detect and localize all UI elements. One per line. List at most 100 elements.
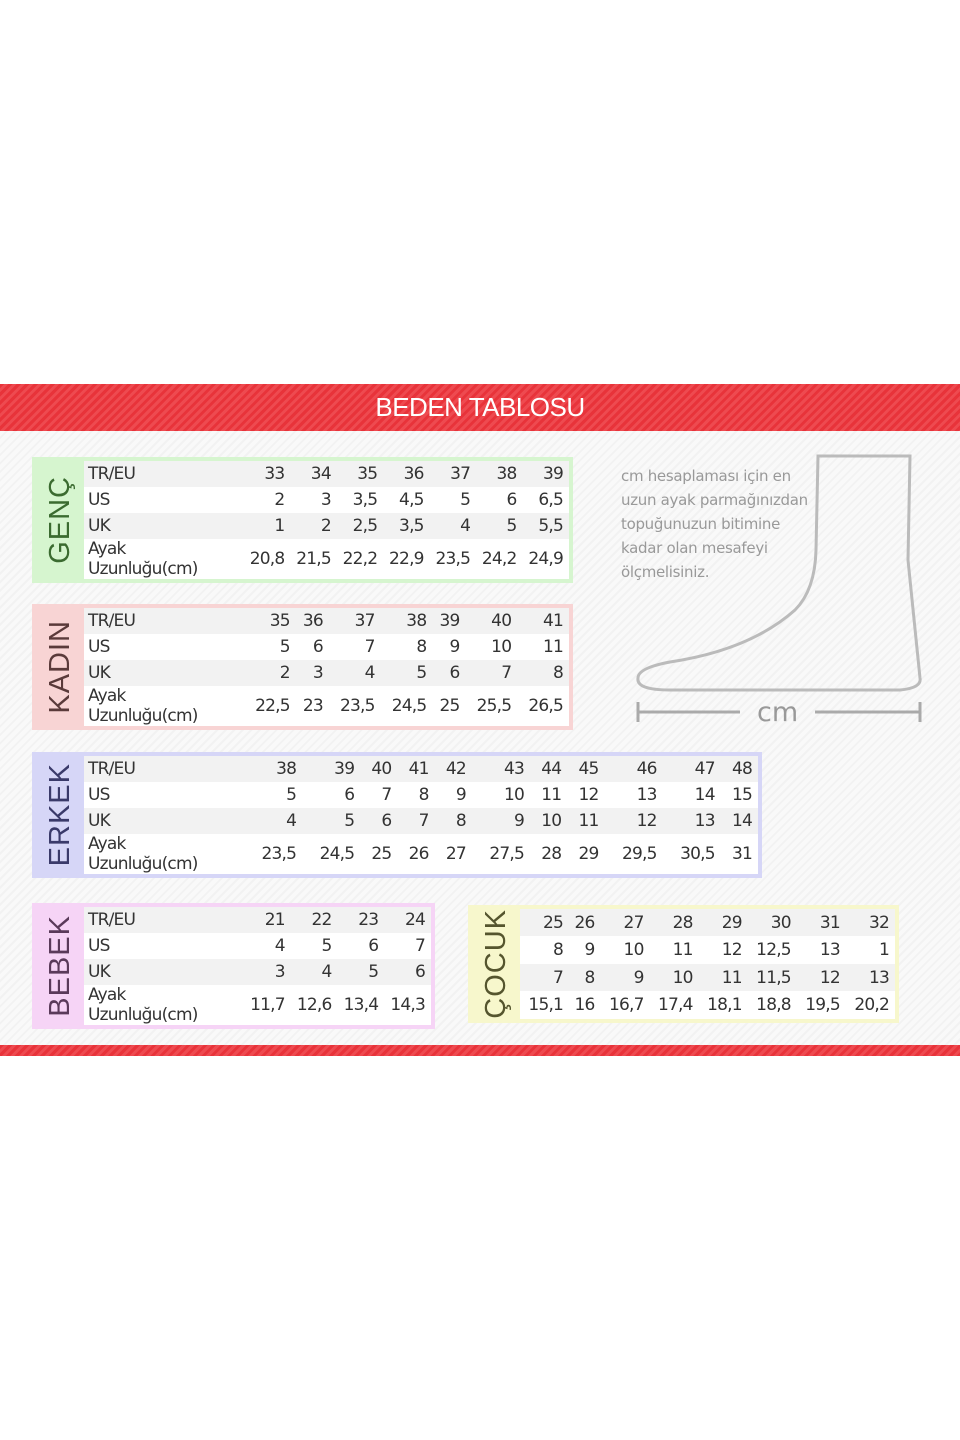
table-cell: 25 bbox=[543, 912, 564, 933]
table-row: Ayak Uzunluğu(cm) 22,5 23 23,5 24,5 25 25,5 26,… bbox=[84, 686, 569, 726]
table-cell: 37 bbox=[354, 611, 376, 631]
table-cell: 5 bbox=[506, 516, 518, 536]
table-row: UK 4 5 6 7 8 9 10 11 12 13 14 bbox=[84, 808, 758, 834]
table-row: UK 3 4 5 6 bbox=[84, 959, 431, 985]
table-row: TR/EU 33 34 35 36 37 38 39 bbox=[84, 461, 569, 487]
measurement-note: cm hesaplaması için en uzun ayak parmağı… bbox=[621, 467, 808, 581]
row-header: TR/EU bbox=[88, 464, 136, 484]
row-header: UK bbox=[88, 663, 111, 683]
table-cell: 42 bbox=[445, 759, 467, 779]
table-cell: 4 bbox=[364, 663, 376, 683]
row-header: US bbox=[88, 936, 110, 956]
table-cell: 15 bbox=[731, 785, 753, 805]
table-cell: 4 bbox=[460, 516, 471, 536]
table-row: US 5 6 7 8 9 10 11 12 13 14 15 bbox=[84, 782, 758, 808]
table-cell: 41 bbox=[542, 611, 564, 631]
table-cell: 8 bbox=[455, 811, 467, 831]
row-header: US bbox=[88, 490, 110, 510]
row-header: Ayak Uzunluğu(cm) bbox=[88, 985, 198, 1025]
table-cell: 26 bbox=[408, 844, 430, 864]
table-cell: 36 bbox=[302, 611, 324, 631]
table-cell: 28 bbox=[672, 912, 694, 933]
table-cell: 2 bbox=[279, 663, 291, 683]
table-cell: 13 bbox=[636, 785, 658, 805]
table-cell: 7 bbox=[414, 936, 426, 956]
table-cell: 35 bbox=[269, 611, 291, 631]
table-cell: 5 bbox=[344, 811, 355, 831]
row-header: Ayak Uzunluğu(cm) bbox=[88, 539, 198, 579]
table-genc: GENÇ TR/EU 33 34 35 36 37 38 39 US 2 3 3,5 4,5 5 6 6,5 UK… bbox=[32, 457, 573, 583]
table-row: UK 2 3 4 5 6 7 8 bbox=[84, 660, 569, 686]
table-cell: 20,8 bbox=[249, 549, 285, 569]
table-cell: 36 bbox=[403, 464, 425, 484]
table-cell: 25 bbox=[439, 696, 460, 716]
table-cell: 48 bbox=[731, 759, 753, 779]
table-cell: 11,5 bbox=[756, 967, 791, 988]
table-cell: 5 bbox=[460, 490, 471, 510]
table-cell: 13 bbox=[694, 811, 716, 831]
table-cell: 23 bbox=[358, 910, 379, 930]
table-cell: 41 bbox=[408, 759, 430, 779]
table-cell: 18,1 bbox=[707, 995, 742, 1015]
table-cocuk: ÇOCUK 25 26 27 28 29 30 31 32 8 9 10 11 12 12,5 13 1 7 8 9 1… bbox=[468, 905, 899, 1023]
table-cell: 9 bbox=[633, 967, 645, 988]
table-row: 7 8 9 10 11 11,5 12 13 bbox=[520, 963, 895, 992]
table-cell: 15,1 bbox=[528, 995, 564, 1015]
table-cell: 16 bbox=[574, 995, 595, 1015]
table-cell: 5 bbox=[279, 637, 291, 657]
table-cell: 31 bbox=[819, 912, 841, 933]
table-cell: 40 bbox=[371, 759, 392, 779]
table-cell: 37 bbox=[450, 464, 471, 484]
table-kadin: KADIN TR/EU 35 36 37 38 39 40 41 US 5 6 7 8 9 10 11 UK 2 3 4… bbox=[32, 604, 573, 730]
table-cell: 23 bbox=[302, 696, 324, 716]
table-cell: 35 bbox=[357, 464, 378, 484]
page-title: BEDEN TABLOSU bbox=[375, 392, 585, 422]
table-cell: 3,5 bbox=[352, 490, 378, 510]
table-cell: 6 bbox=[506, 490, 518, 510]
table-cell: 8 bbox=[418, 785, 430, 805]
table-cell: 13 bbox=[868, 967, 890, 988]
table-bebek: BEBEK TR/EU 21 22 23 24 US 4 5 6 7 UK 3 4 5 6 Ayak Uzunl… bbox=[32, 903, 435, 1029]
size-table: TR/EU 33 34 35 36 37 38 39 US 2 3 3,5 4,5 5 6 6,5 UK 1 2 2,… bbox=[84, 461, 569, 579]
table-cell: 11 bbox=[672, 940, 694, 961]
table-row: Ayak Uzunluğu(cm) 11,7 12,6 13,4 14,3 bbox=[84, 985, 431, 1025]
table-row: US 2 3 3,5 4,5 5 6 6,5 bbox=[84, 487, 569, 513]
table-cell: 14,3 bbox=[390, 995, 425, 1015]
table-cell: 14 bbox=[731, 811, 753, 831]
table-cell: 12,5 bbox=[756, 940, 791, 961]
table-cell: 10 bbox=[541, 811, 562, 831]
table-cell: 23,5 bbox=[261, 844, 297, 864]
table-cell: 4 bbox=[286, 811, 297, 831]
table-cell: 6 bbox=[368, 936, 379, 956]
table-cell: 4 bbox=[321, 962, 332, 982]
table-row: Ayak Uzunluğu(cm) 20,8 21,5 22,2 22,9 23,5 24,… bbox=[84, 539, 569, 579]
row-header: TR/EU bbox=[88, 611, 136, 631]
table-cell: 45 bbox=[578, 759, 599, 779]
table-cell: 32 bbox=[868, 912, 890, 933]
table-row: TR/EU 21 22 23 24 bbox=[84, 907, 431, 933]
table-cell: 10 bbox=[491, 637, 512, 657]
table-cell: 30,5 bbox=[680, 844, 715, 864]
row-header: UK bbox=[88, 962, 111, 982]
table-cell: 46 bbox=[636, 759, 658, 779]
table-cell: 21 bbox=[264, 910, 286, 930]
table-cell: 22,2 bbox=[342, 549, 378, 569]
table-cell: 23,5 bbox=[339, 696, 375, 716]
table-cell: 12,6 bbox=[296, 995, 332, 1015]
row-header: TR/EU bbox=[88, 759, 136, 779]
table-cell: 3 bbox=[320, 490, 332, 510]
table-cell: 23,5 bbox=[435, 549, 471, 569]
table-cell: 29 bbox=[721, 912, 743, 933]
table-cell: 43 bbox=[503, 759, 525, 779]
row-header: TR/EU bbox=[88, 910, 136, 930]
table-cell: 6 bbox=[344, 785, 355, 805]
table-cell: 8 bbox=[552, 663, 564, 683]
table-cell: 7 bbox=[381, 785, 392, 805]
table-row: TR/EU 38 39 40 41 42 43 44 45 46 47 48 bbox=[84, 756, 758, 782]
table-row: 15,1 16 16,7 17,4 18,1 18,8 19,5 20,2 bbox=[520, 991, 895, 1019]
table-cell: 1 bbox=[274, 516, 285, 536]
table-cell: 27 bbox=[445, 844, 467, 864]
table-cell: 20,2 bbox=[854, 995, 889, 1015]
header-band: BEDEN TABLOSU bbox=[0, 384, 960, 431]
table-cell: 29 bbox=[578, 844, 599, 864]
